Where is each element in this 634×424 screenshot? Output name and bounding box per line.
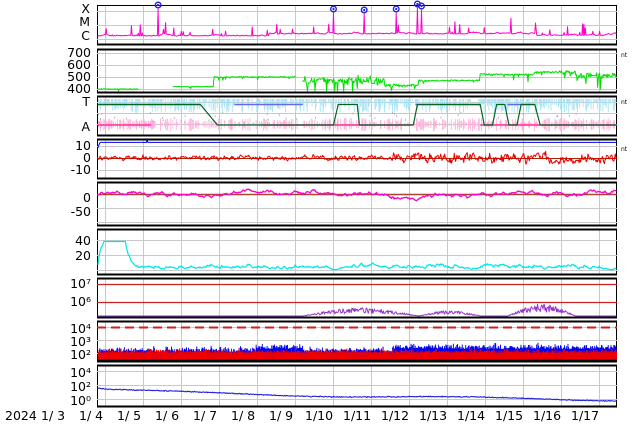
xtick-label: 1/11 — [343, 408, 372, 423]
ylabel-bz-0: 0 — [83, 150, 91, 165]
series-goes-xray-flux — [97, 7, 617, 37]
xtick-label: 1/ 7 — [193, 408, 218, 423]
series-proton-flux — [97, 303, 617, 317]
series-neutron-count — [97, 387, 617, 402]
xtick-label: 1/ 8 — [231, 408, 256, 423]
ylabel-bz-10: 10 — [75, 138, 91, 153]
flare-marker[interactable] — [154, 1, 162, 9]
ylabel-ap-20: 20 — [75, 248, 91, 263]
series-solar-wind-speed — [302, 70, 617, 92]
xtick-label: 1/15 — [495, 408, 524, 423]
series-electron-flux-lo — [98, 347, 617, 360]
flare-marker[interactable] — [360, 6, 368, 14]
series-imf-bt — [97, 138, 617, 149]
ylabel-electron-1e3: 10³ — [70, 334, 91, 349]
ylabel-xray-x: X — [81, 1, 90, 16]
xtick-label: 1/ 6 — [155, 408, 180, 423]
ylabel-proton-1e7: 10⁷ — [70, 276, 91, 291]
ylabel-xray-c: C — [81, 28, 90, 43]
xtick-label: 1/ 4 — [79, 408, 104, 423]
ylabel-neutron-1e2: 10² — [70, 379, 91, 394]
series-dst-index — [97, 188, 617, 202]
flare-marker[interactable] — [330, 5, 338, 13]
ylabel-electron-1e4: 10⁴ — [70, 321, 91, 336]
ylabel-sector-a: A — [81, 119, 90, 134]
xlabel-year: 2024 — [5, 408, 37, 423]
series-ap-index — [97, 240, 617, 271]
ylabel-xray-m: M — [79, 14, 90, 29]
xtick-label: 1/ 3 — [41, 408, 66, 423]
xtick-label: 1/ 5 — [117, 408, 142, 423]
panel-dst-index-background — [97, 182, 617, 226]
flare-marker[interactable] — [392, 5, 400, 13]
xtick-label: 1/14 — [457, 408, 486, 423]
xtick-label: 1/12 — [381, 408, 410, 423]
ylabel-ap-40: 40 — [75, 233, 91, 248]
ylabel-proton-1e6: 10⁶ — [70, 294, 91, 309]
ylabel-electron-1e2: 10² — [70, 347, 91, 362]
ylabel-sector-t: T — [82, 94, 90, 109]
ylabel-speed-500: 500 — [67, 69, 91, 84]
xtick-label: 1/16 — [533, 408, 562, 423]
series-imf-bz — [97, 150, 617, 165]
ylabel-dst-neg50: -50 — [70, 204, 91, 219]
ylabel-bz-neg10: -10 — [70, 162, 91, 177]
series-sector-boundary — [97, 103, 618, 126]
series-solar-wind-speed — [172, 75, 296, 90]
right-unit-label-bz: nt — [621, 146, 628, 153]
right-unit-label-sector: nt — [621, 99, 628, 106]
ylabel-speed-700: 700 — [67, 45, 91, 60]
flare-marker[interactable] — [418, 2, 426, 10]
ylabel-speed-600: 600 — [67, 57, 91, 72]
ylabel-neutron-1e4: 10⁴ — [70, 365, 91, 380]
xtick-label: 1/ 9 — [269, 408, 294, 423]
xtick-label: 1/13 — [419, 408, 448, 423]
ylabel-dst-0: 0 — [83, 190, 91, 205]
xtick-label: 1/17 — [571, 408, 600, 423]
ylabel-neutron-1e0: 10⁰ — [70, 393, 91, 408]
right-unit-label-speed: nt — [621, 52, 628, 59]
xtick-label: 1/10 — [305, 408, 334, 423]
series-solar-wind-speed — [97, 88, 139, 92]
ylabel-speed-400: 400 — [67, 81, 91, 96]
